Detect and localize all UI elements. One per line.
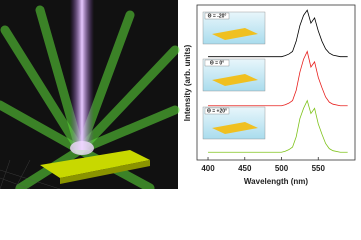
spectrum-line — [208, 9, 348, 58]
spectrum-line — [208, 50, 348, 107]
annotation: Θ = -20° — [208, 13, 227, 19]
annotation: Θ = +20° — [207, 108, 227, 114]
x-tick-label: 450 — [238, 164, 252, 173]
render-image — [0, 0, 180, 193]
insets — [202, 11, 266, 140]
figure: Wavelength (nm) Intensity (arb. units) 4… — [0, 0, 356, 193]
spectrum-line — [208, 99, 348, 153]
x-tick-label: 400 — [201, 164, 215, 173]
x-tick-label: 500 — [275, 164, 289, 173]
annotation-box — [204, 59, 230, 67]
plot-frame — [196, 4, 356, 161]
annotation: Θ = 0° — [210, 60, 224, 66]
annotation-box — [204, 12, 230, 20]
annotation-box — [204, 107, 230, 115]
x-tick-label: 550 — [312, 164, 326, 173]
y-axis-label: Intensity (arb. units) — [183, 44, 192, 121]
x-axis-label: Wavelength (nm) — [244, 177, 308, 186]
